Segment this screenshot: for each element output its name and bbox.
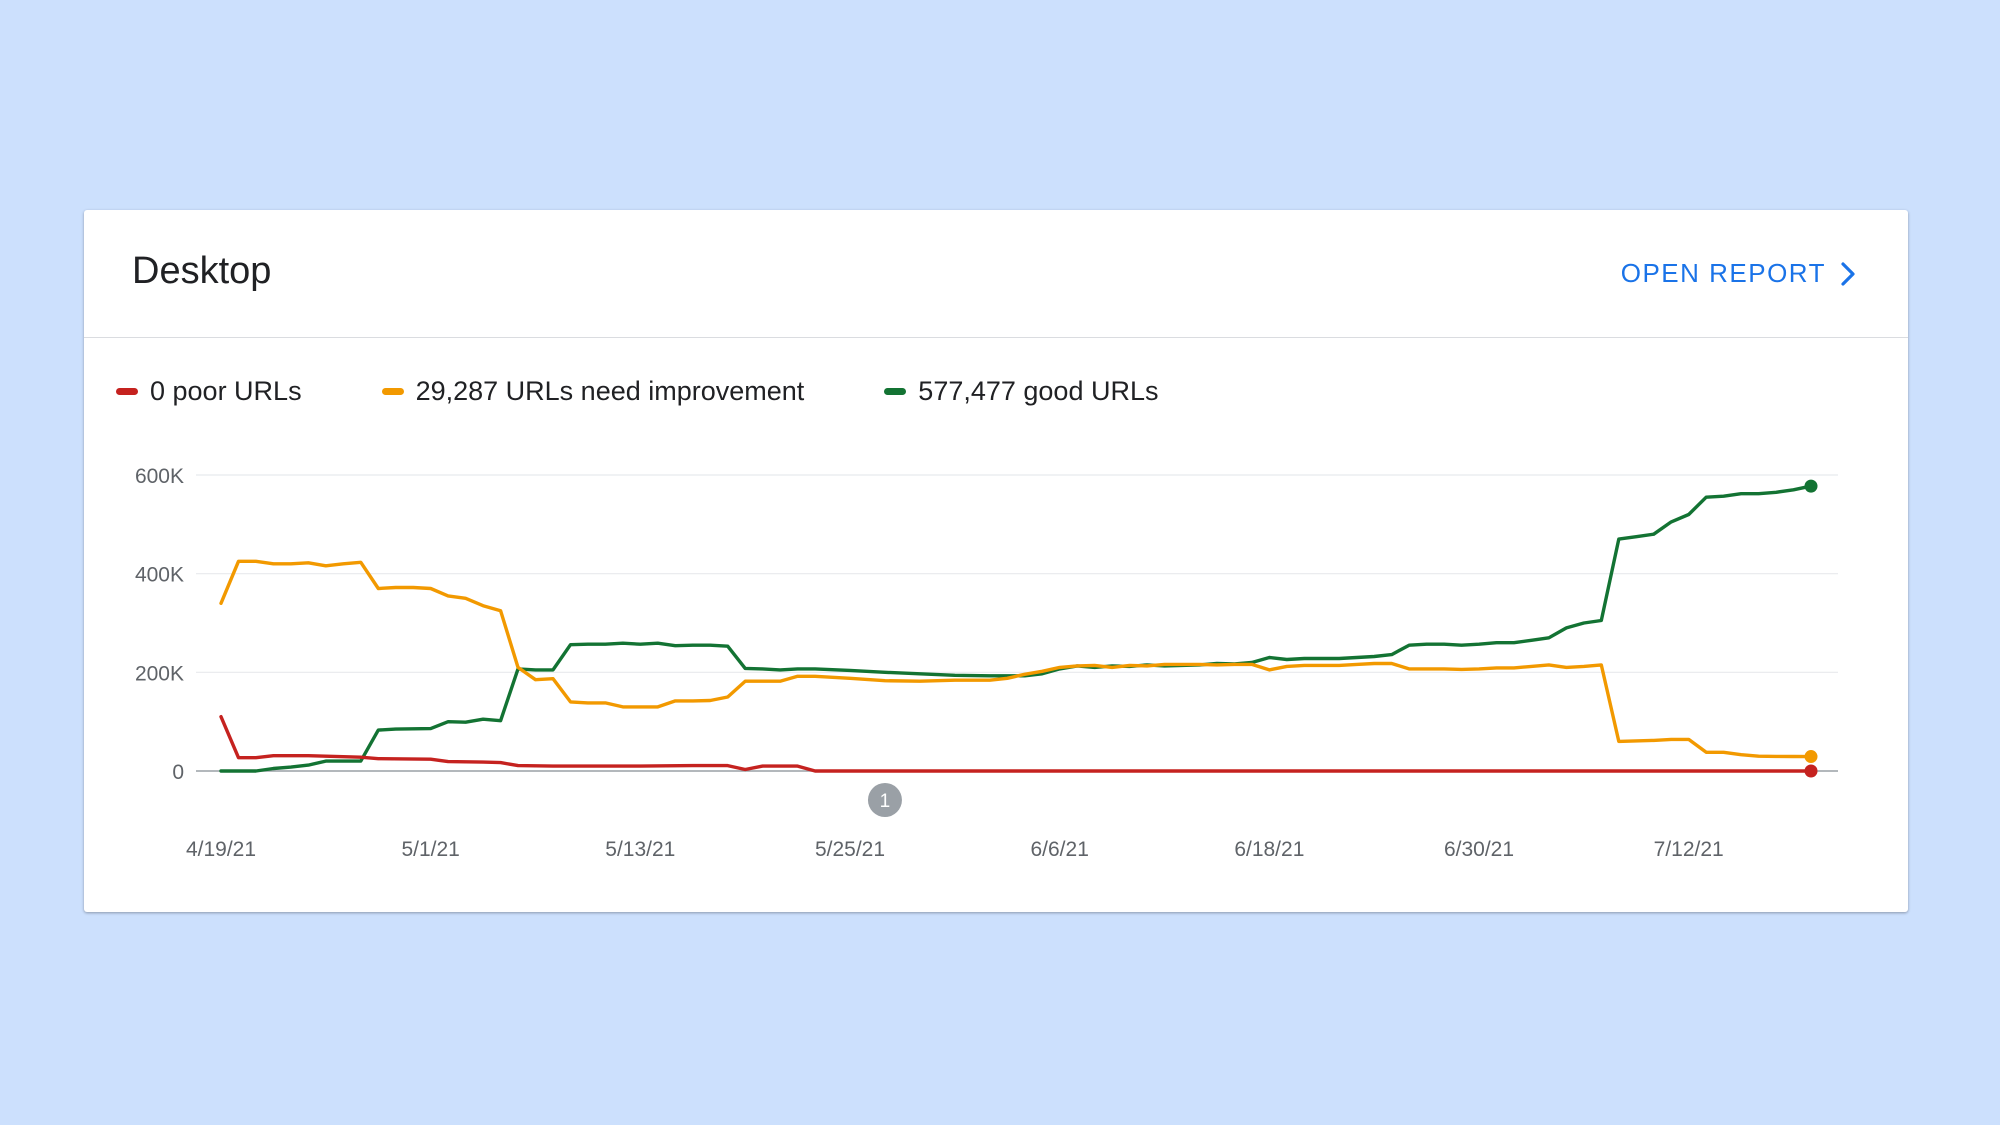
series-end-point-good — [1804, 479, 1818, 493]
series-end-point-poor — [1804, 764, 1818, 778]
y-tick-label: 200K — [135, 662, 184, 685]
legend-item-needs-improvement[interactable]: 29,287 URLs need improvement — [381, 376, 805, 407]
series-line-needs-improvement — [219, 559, 1813, 759]
legend-swatch-needs-improvement — [381, 388, 404, 395]
x-tick-label: 6/18/21 — [1234, 838, 1304, 861]
desktop-report-card: Desktop OPEN REPORT 0 poor URLs 29,287 U… — [84, 210, 1908, 912]
x-tick-label: 5/25/21 — [815, 838, 885, 861]
open-report-label: OPEN REPORT — [1620, 258, 1826, 288]
legend-item-poor[interactable]: 0 poor URLs — [116, 376, 302, 407]
legend-swatch-poor — [116, 388, 138, 395]
y-tick-label: 600K — [135, 465, 184, 488]
x-tick-label: 5/1/21 — [401, 838, 459, 861]
x-tick-label: 6/6/21 — [1030, 838, 1088, 861]
legend-label-needs-improvement: 29,287 URLs need improvement — [415, 376, 805, 406]
open-report-link[interactable]: OPEN REPORT — [1621, 258, 1856, 289]
y-tick-label: 0 — [172, 761, 184, 784]
card-title: Desktop — [132, 250, 272, 292]
card-header: Desktop OPEN REPORT — [84, 210, 1908, 338]
x-tick-label: 5/13/21 — [605, 838, 675, 861]
legend-item-good[interactable]: 577,477 good URLs — [884, 376, 1158, 407]
legend-label-good: 577,477 good URLs — [918, 376, 1159, 406]
chevron-right-icon — [1840, 261, 1856, 286]
legend-swatch-good — [884, 388, 907, 395]
url-status-line-chart: 0 200K 400K 600K 4/19/21 5/1/21 5/13/21 5/25/21… — [135, 465, 1838, 861]
x-tick-label: 6/30/21 — [1444, 838, 1514, 861]
series-line-good — [219, 484, 1813, 773]
y-tick-label: 400K — [135, 564, 184, 587]
annotation-marker-label: 1 — [880, 791, 891, 812]
x-tick-label: 4/19/21 — [186, 838, 256, 861]
x-tick-label: 7/12/21 — [1654, 838, 1724, 861]
series-end-point-needs-improvement — [1804, 750, 1818, 764]
chart-legend: 0 poor URLs 29,287 URLs need improvement… — [116, 376, 1238, 407]
legend-label-poor: 0 poor URLs — [150, 376, 302, 406]
annotation-marker — [867, 783, 902, 817]
series-line-poor — [219, 715, 1813, 773]
